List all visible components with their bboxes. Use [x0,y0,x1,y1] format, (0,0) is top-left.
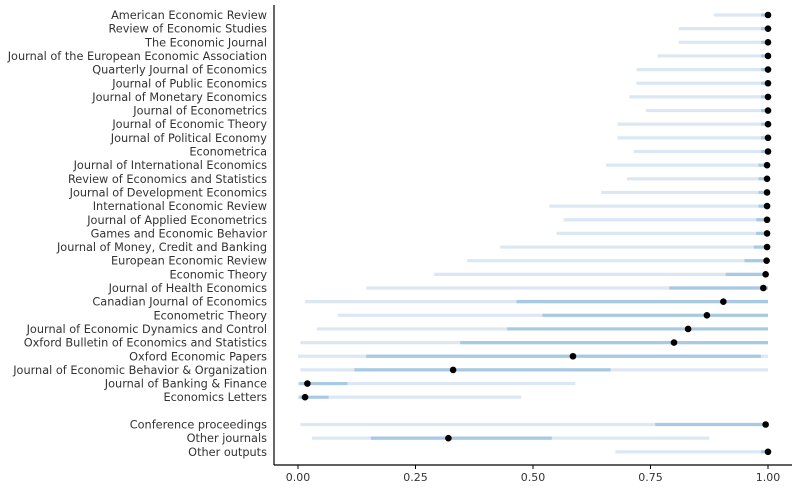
x-tick-label: 0.50 [521,471,546,484]
point-estimate-dot [703,312,711,319]
point-estimate-dot [764,11,772,19]
point-estimate-dot [763,161,771,169]
point-estimate-dot [762,271,769,278]
row-label: Journal of Economic Dynamics and Control [26,323,267,336]
row-label: Journal of the European Economic Associa… [7,50,267,63]
row-label: Quarterly Journal of Economics [92,64,267,77]
point-estimate-dot [763,175,771,183]
row-label: Other outputs [188,446,267,459]
point-estimate-dot [762,421,769,428]
row-label: Other journals [187,432,268,445]
x-axis: 0.00 0.25 0.50 0.75 1.00 [274,464,792,484]
row-label: Journal of International Economics [73,159,268,172]
row-label: Canadian Journal of Economics [92,296,267,309]
row-label: American Economic Review [111,9,267,22]
point-estimate-dot [301,393,309,401]
point-estimate-dot [763,230,771,237]
point-estimate-dot [569,352,577,360]
row-label: The Economic Journal [144,36,267,49]
row-label: Oxford Economic Papers [129,350,267,363]
point-estimate-dot [763,243,771,251]
row-label: Economics Letters [163,391,267,404]
point-estimate-dot [764,79,772,87]
point-estimate-dot [763,216,771,224]
point-estimate-dot [445,434,452,442]
row-label: European Economic Review [111,255,267,268]
point-estimate-dot [764,448,772,456]
interval-bands [298,13,768,454]
row-label: Oxford Bulletin of Economics and Statist… [24,337,267,350]
row-label: Journal of Economic Theory [111,118,267,131]
point-estimate-dot [764,93,772,101]
x-tick-label: 1.00 [756,471,781,484]
point-estimate-dot [764,120,772,128]
row-label: Economic Theory [169,268,267,281]
point-estimate-dot [764,25,772,32]
row-label: Journal of Applied Econometrics [86,214,267,227]
row-label: Journal of Monetary Economics [91,91,267,104]
point-estimate-dot [764,66,772,73]
row-label: Journal of Econometrics [132,105,267,118]
row-label: Conference proceedings [130,419,267,432]
point-estimate-dot [304,380,311,387]
point-estimate-dot [670,339,678,346]
row-label: Review of Economics and Statistics [68,173,267,186]
point-estimates [301,11,772,456]
point-estimate-dot [720,298,727,305]
point-estimate-dot [764,52,772,60]
row-label: Journal of Health Economics [108,282,268,295]
point-estimate-dot [763,189,771,196]
point-estimate-dot [764,148,772,155]
point-estimate-dot [760,284,767,292]
row-label: Journal of Money, Credit and Banking [56,241,267,254]
row-label: Review of Economic Studies [108,23,267,36]
point-estimate-dot [763,257,770,265]
point-estimate-dot [763,202,771,210]
row-label: Journal of Political Economy [110,132,268,145]
row-label: Journal of Public Economics [111,77,267,90]
point-estimate-dot [764,107,772,114]
point-estimate-dot [764,39,772,46]
point-estimate-dot [684,325,692,333]
x-tick-label: 0.25 [403,471,428,484]
row-label: Econometric Theory [153,309,267,322]
point-estimate-dot [449,366,457,374]
row-label: International Economic Review [93,200,267,213]
row-label: Journal of Development Economics [69,186,267,199]
x-tick-label: 0.75 [638,471,663,484]
row-label: Journal of Banking & Finance [104,378,267,391]
row-label: Games and Economic Behavior [91,227,268,240]
row-label: Journal of Economic Behavior & Organizat… [12,364,267,377]
row-label: Econometrica [189,146,267,159]
x-tick-label: 0.00 [286,471,311,484]
point-estimate-dot [764,134,772,142]
